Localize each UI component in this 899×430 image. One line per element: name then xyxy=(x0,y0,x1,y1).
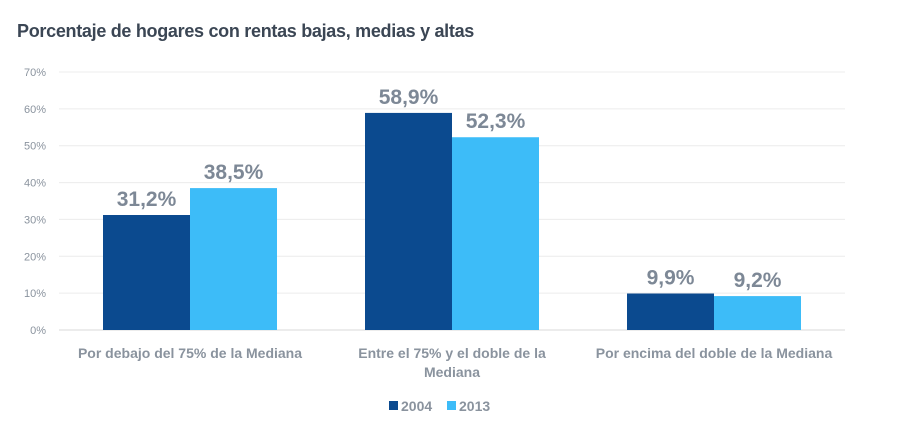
category-label: Entre el 75% y el doble de la xyxy=(358,345,546,361)
bar-2004 xyxy=(365,112,452,330)
y-tick-label: 20% xyxy=(24,251,46,263)
y-tick-label: 70% xyxy=(24,67,46,79)
y-tick-label: 0% xyxy=(30,325,46,337)
y-tick-label: 40% xyxy=(24,178,46,190)
y-tick-label: 10% xyxy=(24,288,46,300)
category-label: Por encima del doble de la Mediana xyxy=(596,345,833,361)
bar-2004 xyxy=(627,293,714,330)
data-label: 9,2% xyxy=(734,269,782,292)
y-tick-label: 30% xyxy=(24,214,46,226)
legend-label: 2013 xyxy=(459,398,490,414)
y-tick-label: 60% xyxy=(24,104,46,116)
data-label: 9,9% xyxy=(647,267,695,290)
data-label: 58,9% xyxy=(379,86,439,109)
data-label: 31,2% xyxy=(117,188,177,211)
bar-2013 xyxy=(452,137,539,330)
bar-2013 xyxy=(190,188,277,330)
legend-label: 2004 xyxy=(401,398,432,414)
data-label: 52,3% xyxy=(466,110,526,133)
category-label: Por debajo del 75% de la Mediana xyxy=(78,345,302,361)
bar-2013 xyxy=(714,296,801,330)
legend-swatch-2004 xyxy=(389,401,398,410)
category-label: Mediana xyxy=(424,364,480,380)
bar-2004 xyxy=(103,215,190,330)
y-tick-label: 50% xyxy=(24,141,46,153)
data-label: 38,5% xyxy=(204,161,264,184)
legend-swatch-2013 xyxy=(447,401,456,410)
chart-title: Porcentaje de hogares con rentas bajas, … xyxy=(17,21,475,41)
